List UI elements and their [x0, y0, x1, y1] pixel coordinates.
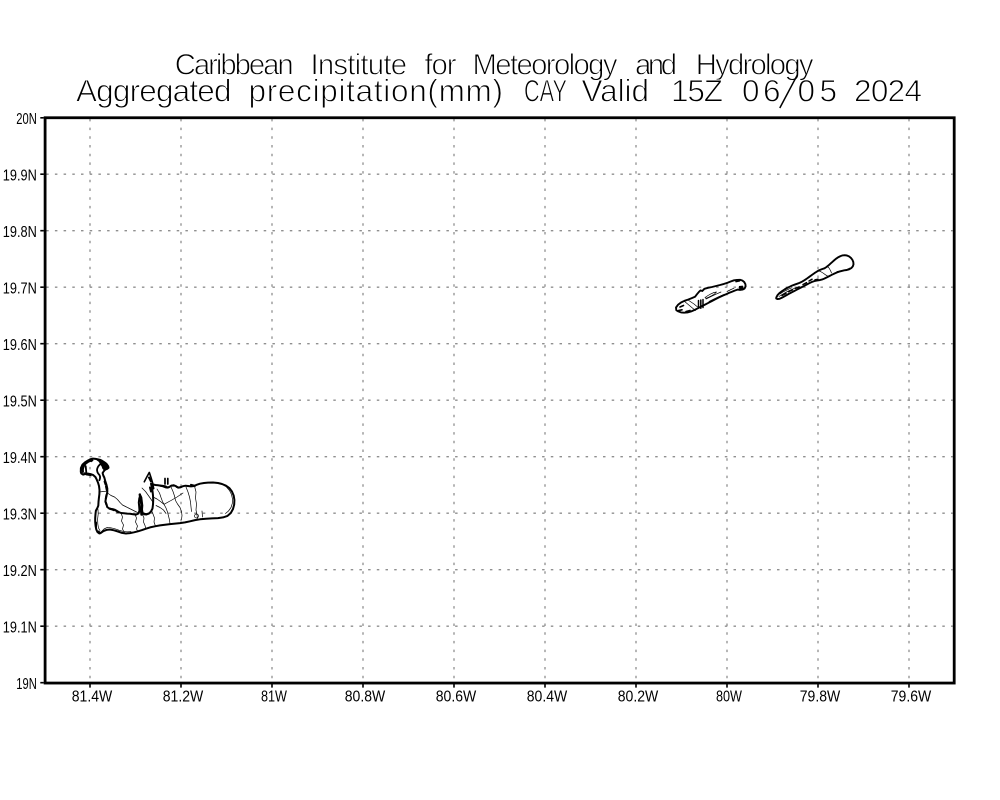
svg-text:80.6W: 80.6W: [436, 689, 477, 706]
svg-text:for: for: [425, 49, 457, 82]
svg-text:80.2W: 80.2W: [618, 689, 659, 706]
svg-text:Caribbean: Caribbean: [175, 49, 294, 82]
svg-text:05: 05: [798, 72, 838, 108]
svg-text:19.5N: 19.5N: [3, 394, 37, 411]
svg-text:CAY: CAY: [524, 73, 567, 108]
svg-text:Aggregated: Aggregated: [76, 72, 232, 108]
svg-text:19.2N: 19.2N: [3, 563, 37, 580]
svg-text:15Z: 15Z: [671, 72, 723, 108]
svg-text:80.8W: 80.8W: [345, 689, 386, 706]
svg-text:81W: 81W: [261, 689, 288, 706]
svg-text:19.7N: 19.7N: [3, 281, 37, 298]
svg-text:19.4N: 19.4N: [3, 450, 37, 467]
svg-text:Valid: Valid: [582, 72, 650, 108]
svg-text:precipitation(mm): precipitation(mm): [249, 72, 504, 108]
svg-text:Meteorology: Meteorology: [473, 49, 618, 82]
svg-text:80.4W: 80.4W: [527, 689, 568, 706]
svg-text:19.8N: 19.8N: [3, 224, 37, 241]
svg-text:79.6W: 79.6W: [891, 689, 932, 706]
svg-text:79.8W: 79.8W: [800, 689, 841, 706]
svg-text:19.6N: 19.6N: [3, 337, 37, 354]
svg-text:80W: 80W: [716, 689, 743, 706]
svg-text:and: and: [635, 49, 677, 82]
svg-text:19.3N: 19.3N: [3, 507, 37, 524]
svg-text:Hydrology: Hydrology: [696, 49, 814, 82]
svg-text:81.2W: 81.2W: [163, 689, 204, 706]
svg-text:Institute: Institute: [311, 49, 408, 82]
svg-text:20N: 20N: [16, 111, 37, 128]
svg-text:81.4W: 81.4W: [72, 689, 113, 706]
svg-text:19.9N: 19.9N: [3, 168, 37, 185]
svg-text:19N: 19N: [16, 676, 37, 693]
svg-text:2024: 2024: [854, 72, 922, 108]
svg-text:19.1N: 19.1N: [3, 620, 37, 637]
